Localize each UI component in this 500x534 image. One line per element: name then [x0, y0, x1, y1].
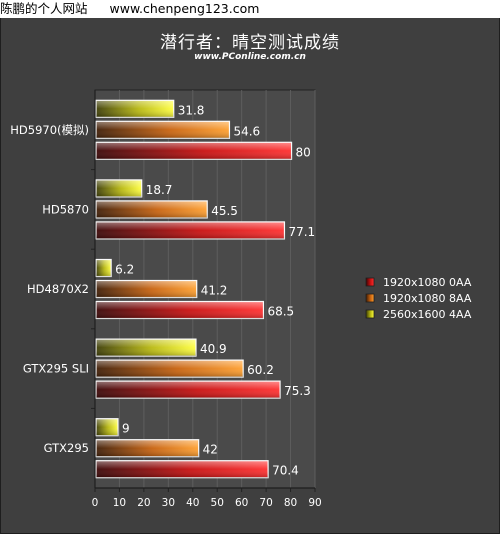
legend-swatch: [365, 293, 375, 303]
data-label: 40.9: [200, 342, 227, 356]
x-tick-label: 50: [211, 497, 224, 509]
data-label: 6.2: [115, 263, 134, 277]
x-tick-label: 20: [137, 497, 150, 509]
legend-label: 2560x1600 4AA: [383, 308, 472, 321]
category-label: GTX295: [44, 441, 89, 455]
category-label: HD4870X2: [27, 282, 89, 296]
bar-gloss: [96, 121, 230, 139]
bar-gloss: [96, 200, 208, 218]
x-tick-label: 60: [235, 497, 248, 509]
bar-gloss: [96, 301, 264, 319]
data-label: 42: [203, 443, 218, 457]
data-label: 60.2: [247, 363, 274, 377]
category-label: HD5970(模拟): [10, 123, 89, 137]
data-label: 77.1: [288, 225, 315, 239]
bar-gloss: [96, 179, 142, 197]
bar-gloss: [96, 381, 281, 399]
legend-label: 1920x1080 8AA: [383, 292, 472, 305]
bar-gloss: [96, 339, 196, 357]
data-label: 45.5: [211, 204, 238, 218]
axes-layer: 0 10 20 30 40 50 60 70 80 90 HD5970(模拟) HD5870 HD487…: [10, 90, 322, 509]
x-tick-label: 90: [308, 497, 321, 509]
chart-subtitle: www.PConline.com.cn: [194, 52, 306, 62]
bar-gloss: [96, 221, 285, 239]
bar-gloss: [96, 280, 197, 298]
x-tick-label: 40: [186, 497, 199, 509]
x-tick-label: 70: [259, 497, 272, 509]
data-label: 70.4: [272, 464, 299, 478]
data-label: 80: [296, 145, 311, 159]
x-tick-label: 30: [162, 497, 175, 509]
bar-gloss: [96, 142, 292, 160]
legend: 1920x1080 0AA 1920x1080 8AA 2560x1600 4AA: [365, 276, 472, 321]
legend-swatch: [365, 309, 375, 319]
bar-gloss: [96, 418, 118, 436]
legend-swatch: [365, 277, 375, 287]
data-label: 41.2: [201, 284, 228, 298]
bars-layer: 31.8 54.6 80 18.7 45.5 77.1 6.2 41.2 68.5 40.9 60.…: [95, 99, 315, 479]
x-tick-label: 0: [92, 497, 99, 509]
bar-gloss: [96, 439, 199, 457]
category-label: HD5870: [42, 202, 89, 216]
category-label: GTX295 SLI: [23, 362, 89, 376]
site-name: 陈鹏的个人网站: [0, 1, 88, 16]
x-tick-label: 10: [113, 497, 126, 509]
data-label: 75.3: [284, 384, 311, 398]
data-label: 9: [122, 422, 130, 436]
x-tick-label: 80: [284, 497, 297, 509]
data-label: 54.6: [233, 124, 260, 138]
bar-gloss: [96, 460, 269, 478]
chart-title: 潜行者：晴空测试成绩: [160, 33, 340, 53]
bar-gloss: [96, 259, 112, 277]
site-watermark: 陈鹏的个人网站 www.chenpeng123.com: [0, 0, 500, 18]
bar-gloss: [96, 360, 244, 378]
data-label: 18.7: [146, 183, 173, 197]
data-label: 68.5: [267, 305, 294, 319]
site-url: www.chenpeng123.com: [109, 1, 260, 16]
bar-gloss: [96, 100, 174, 118]
data-label: 31.8: [178, 103, 205, 117]
legend-label: 1920x1080 0AA: [383, 276, 472, 289]
